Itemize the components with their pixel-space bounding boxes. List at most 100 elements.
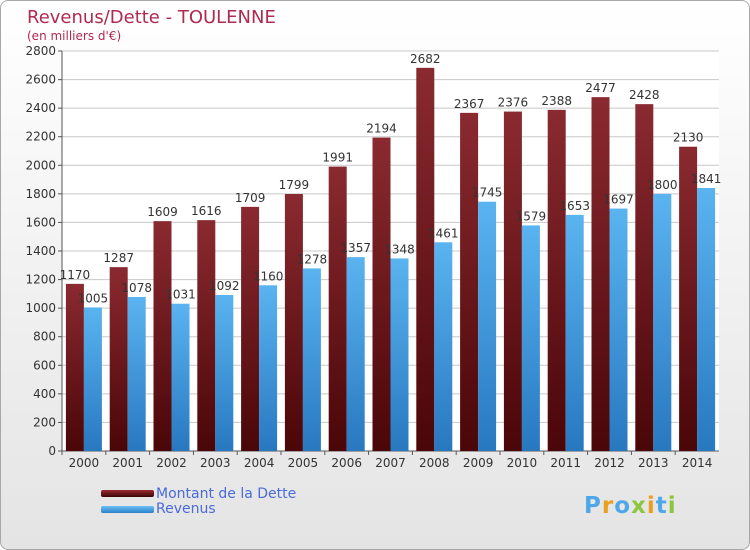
data-label-dette: 1616 <box>191 204 222 218</box>
bar-dette <box>460 112 479 451</box>
y-tick-label: 1000 <box>25 301 56 315</box>
y-tick-label: 1800 <box>25 187 56 201</box>
bar-revenus <box>697 188 716 451</box>
x-tick-label: 2003 <box>200 456 231 470</box>
bar-revenus <box>127 297 146 451</box>
y-tick-label: 400 <box>33 387 56 401</box>
data-label-revenus: 1005 <box>78 291 109 305</box>
x-tick-label: 2014 <box>682 456 713 470</box>
bar-revenus <box>346 257 365 451</box>
data-label-dette: 2388 <box>541 94 572 108</box>
data-label-revenus: 1653 <box>559 199 590 213</box>
bar-dette <box>503 111 522 452</box>
data-label-revenus: 1697 <box>603 193 634 207</box>
logo-letter: i <box>667 493 677 519</box>
bar-dette <box>416 67 435 451</box>
x-tick-label: 2008 <box>419 456 450 470</box>
y-tick-label: 200 <box>33 415 56 429</box>
data-label-revenus: 1357 <box>340 241 371 255</box>
bar-revenus <box>565 214 584 451</box>
x-tick-label: 2013 <box>638 456 669 470</box>
bar-dette <box>65 283 84 451</box>
x-tick-label: 2005 <box>288 456 319 470</box>
bar-dette <box>153 221 172 451</box>
logo-letter: i <box>646 493 656 519</box>
x-tick-label: 2000 <box>69 456 100 470</box>
data-label-dette: 2194 <box>366 122 397 136</box>
data-label-revenus: 1461 <box>428 226 459 240</box>
bar-revenus <box>390 258 409 451</box>
bar-dette <box>591 97 610 452</box>
logo-letter: o <box>614 493 632 519</box>
x-tick-label: 2002 <box>156 456 187 470</box>
bar-revenus <box>171 303 190 451</box>
bar-dette <box>109 267 128 451</box>
x-tick-label: 2012 <box>594 456 625 470</box>
data-label-dette: 1709 <box>235 191 266 205</box>
data-label-revenus: 1031 <box>165 288 196 302</box>
legend-swatch-dette <box>101 490 154 497</box>
y-tick-label: 2400 <box>25 101 56 115</box>
bar-dette <box>635 104 654 452</box>
data-label-dette: 2682 <box>410 52 441 66</box>
chart-title: Revenus/Dette - TOULENNE <box>27 7 276 28</box>
bar-revenus <box>302 268 321 451</box>
proxiti-logo: Proxiti <box>584 493 677 519</box>
data-label-dette: 2477 <box>585 81 616 95</box>
data-label-revenus: 1092 <box>209 279 240 293</box>
x-tick-label: 2009 <box>463 456 494 470</box>
y-tick-label: 1200 <box>25 273 56 287</box>
data-label-revenus: 1348 <box>384 242 415 256</box>
y-tick-label: 2000 <box>25 158 56 172</box>
bar-dette <box>328 166 347 452</box>
y-tick-label: 2800 <box>25 44 56 58</box>
data-label-revenus: 1078 <box>121 281 152 295</box>
logo-letter: x <box>631 493 647 519</box>
bar-revenus <box>653 193 672 451</box>
bar-revenus <box>478 201 497 451</box>
data-label-revenus: 1745 <box>472 186 503 200</box>
logo-letter: t <box>655 493 668 519</box>
y-tick-label: 2600 <box>25 73 56 87</box>
x-tick-label: 2006 <box>331 456 362 470</box>
bar-revenus <box>215 295 234 451</box>
y-tick-label: 0 <box>48 444 56 458</box>
bar-revenus <box>83 307 102 451</box>
data-label-dette: 2376 <box>498 96 529 110</box>
bar-dette <box>284 194 303 451</box>
y-tick-label: 600 <box>33 358 56 372</box>
data-label-revenus: 1800 <box>647 178 678 192</box>
chart-subtitle: (en milliers d'€) <box>27 29 122 43</box>
data-label-dette: 1991 <box>322 151 353 165</box>
data-label-revenus: 1579 <box>516 209 547 223</box>
bar-revenus <box>259 285 278 451</box>
y-tick-label: 1600 <box>25 215 56 229</box>
data-label-dette: 2130 <box>673 131 704 145</box>
bar-revenus <box>434 242 453 451</box>
x-tick-label: 2004 <box>244 456 275 470</box>
bar-dette <box>241 206 260 451</box>
y-tick-label: 800 <box>33 330 56 344</box>
y-tick-label: 2200 <box>25 130 56 144</box>
logo-letter: r <box>601 493 615 519</box>
data-label-dette: 1287 <box>103 251 134 265</box>
data-label-revenus: 1278 <box>297 252 328 266</box>
data-label-dette: 1799 <box>279 178 310 192</box>
bar-revenus <box>609 208 628 451</box>
x-tick-label: 2010 <box>507 456 538 470</box>
bar-dette <box>372 137 391 452</box>
data-label-dette: 2428 <box>629 88 660 102</box>
legend-label-dette: Montant de la Dette <box>156 486 297 502</box>
data-label-revenus: 1160 <box>253 269 284 283</box>
x-tick-label: 2001 <box>112 456 143 470</box>
bar-revenus <box>521 225 540 451</box>
bar-dette <box>197 220 216 451</box>
bar-dette <box>679 146 698 451</box>
logo-letter: P <box>584 493 602 519</box>
data-label-dette: 1170 <box>60 268 91 282</box>
bar-dette <box>547 109 566 451</box>
x-tick-label: 2007 <box>375 456 406 470</box>
legend-label-revenus: Revenus <box>156 501 216 517</box>
